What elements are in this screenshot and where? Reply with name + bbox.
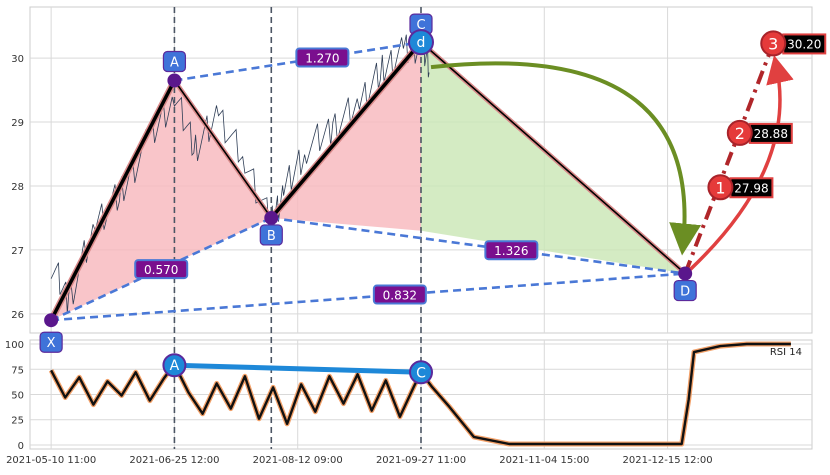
rsi-y-tick: 100 (5, 340, 24, 351)
ratio-box (134, 259, 189, 280)
target-value-2: 28.88 (754, 127, 788, 141)
ratio-box (484, 240, 539, 261)
target-circle-3 (760, 30, 787, 57)
pattern-labels: X A B C Dd 0.570 1.270 1.326 0.832 27.98 1 28.88 2 30… (39, 13, 827, 353)
pivot-label-a-box (162, 50, 187, 73)
xa-leg (49, 79, 176, 322)
x-tick: 2021-08-12 09:00 (253, 455, 343, 466)
price-y-tick: 26 (11, 310, 24, 321)
target-label-1: 1 (715, 178, 725, 197)
target-circle-2 (726, 119, 753, 146)
target-label-2: 2 (735, 124, 745, 143)
x-tick: 2021-11-04 15:00 (499, 455, 589, 466)
pivot-label-x-box (39, 331, 63, 353)
pivot-label-d-lower: d (417, 35, 426, 51)
cd-leg (420, 41, 686, 275)
ratio-label: 0.832 (383, 289, 417, 303)
target-value-3: 30.20 (787, 37, 821, 51)
ratio-label: 1.326 (494, 244, 528, 258)
x-tick: 2021-09-27 11:00 (376, 455, 466, 466)
bc-leg (269, 41, 423, 220)
x-tick: 2021-12-15 12:00 (623, 455, 713, 466)
ab-leg (173, 80, 272, 219)
rsi-y-tick: 75 (11, 365, 24, 376)
projection-arrow-green (430, 61, 702, 256)
target-projection-line (683, 42, 776, 275)
rsi-y-tick: 25 (11, 416, 24, 427)
target-label-3: 3 (768, 34, 778, 53)
pivot-circle-d (408, 29, 434, 56)
rsi-series: A C RSI 14 (48, 341, 802, 447)
pattern-point-X (44, 313, 59, 328)
x-tick: 2021-06-25 12:00 (129, 455, 219, 466)
x-tick: 2021-05-10 11:00 (6, 455, 96, 466)
ratio-box (372, 284, 427, 305)
rsi-y-tick: 50 (11, 391, 24, 402)
pivot-label-a: A (170, 56, 179, 71)
pattern-point-B (264, 210, 279, 225)
axis-tick-labels: 26 27 28 29 30 0 25 50 75 100 2021-05-10 11:00 2021… (5, 54, 713, 466)
pivot-label-d-box (673, 279, 697, 302)
ratio-label: 1.270 (305, 51, 339, 65)
rsi-marker-a (162, 353, 187, 378)
rsi-marker-label-c: C (416, 365, 426, 381)
pivot-label-b: B (267, 229, 276, 244)
price-y-tick: 27 (11, 246, 24, 257)
rsi-marker-label-a: A (170, 358, 180, 374)
pivot-label-b-box (259, 224, 283, 246)
pattern-point-A (167, 73, 182, 88)
pivot-label-d: D (680, 285, 690, 300)
price-y-tick: 29 (11, 118, 24, 129)
rsi-ac-line (174, 362, 422, 375)
target-arrow-red (688, 55, 794, 271)
pattern-point-D (678, 266, 693, 281)
bd-dashed-line (271, 216, 686, 275)
rsi-marker-c (409, 360, 433, 385)
ratio-label: 0.570 (144, 263, 178, 277)
xd-dashed-line (51, 272, 686, 322)
rsi-y-tick: 0 (18, 441, 24, 452)
target-value-1: 27.98 (734, 181, 768, 195)
target-circle-1 (707, 174, 734, 201)
pivot-label-c: C (416, 18, 425, 33)
rsi-legend: RSI 14 (770, 347, 802, 358)
pivot-label-x: X (47, 336, 56, 351)
price-y-tick: 28 (11, 182, 24, 193)
rsi-line (50, 342, 791, 446)
ratio-box (295, 47, 350, 68)
price-y-tick: 30 (11, 54, 24, 65)
